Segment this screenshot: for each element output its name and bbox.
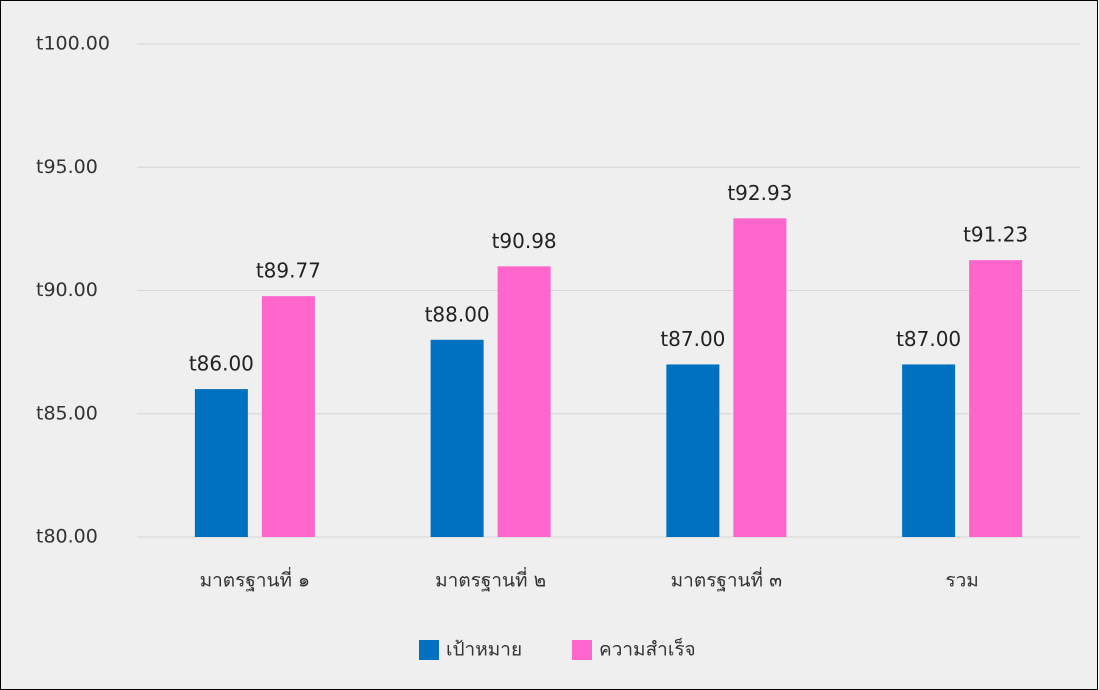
value-label: t92.93 [727, 181, 792, 205]
bar [969, 260, 1023, 537]
bar [666, 364, 720, 537]
x-tick-label: มาตรฐานที่ ๓ [671, 567, 782, 592]
y-tick-label: t100.00 [36, 33, 110, 55]
value-label: t86.00 [189, 352, 254, 376]
legend-swatch [419, 640, 439, 660]
value-label: t87.00 [896, 327, 961, 351]
value-label: t87.00 [660, 327, 725, 351]
bar [733, 218, 787, 537]
legend-label: เป้าหมาย [446, 639, 522, 661]
x-tick-label: รวม [945, 570, 978, 592]
y-tick-label: t90.00 [36, 279, 98, 301]
bar [497, 266, 551, 537]
bar [430, 339, 484, 537]
y-tick-label: t80.00 [36, 526, 98, 548]
value-label: t91.23 [963, 223, 1028, 247]
bar [261, 296, 315, 537]
bar [194, 389, 248, 537]
bar [902, 364, 956, 537]
value-label: t88.00 [425, 302, 490, 326]
legend-label: ความสำเร็จ [599, 637, 696, 661]
y-tick-label: t85.00 [36, 402, 98, 424]
x-tick-label: มาตรฐานที่ ๒ [435, 567, 546, 592]
y-tick-label: t95.00 [36, 156, 98, 178]
x-tick-label: มาตรฐานที่ ๑ [200, 567, 311, 592]
value-label: t89.77 [256, 259, 321, 283]
legend-swatch [572, 640, 592, 660]
value-label: t90.98 [492, 229, 557, 253]
